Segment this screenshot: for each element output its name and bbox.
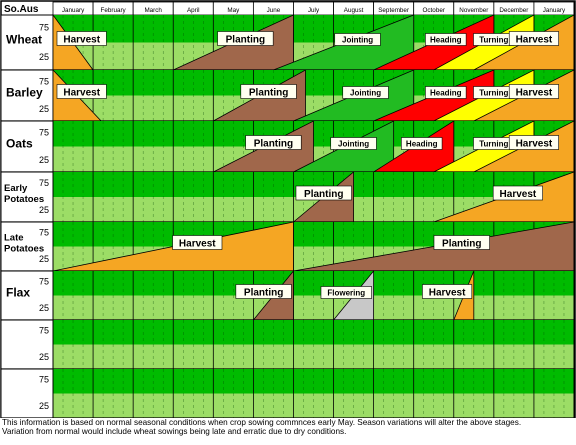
stage-label-box	[172, 235, 223, 250]
stage-label: Turning	[479, 140, 508, 149]
y-tick-label: 75	[39, 22, 49, 32]
y-tick-label: 75	[39, 127, 49, 137]
crop-name: Oats	[6, 137, 33, 151]
stage-label-box	[56, 31, 107, 46]
stage-label: Harvest	[516, 139, 553, 150]
y-tick-label: 25	[39, 52, 49, 62]
month-label: March	[144, 7, 162, 14]
stage-label-box	[330, 137, 377, 150]
stage-label: Harvest	[500, 189, 537, 200]
y-tick-label: 75	[39, 326, 49, 336]
stage-label-box	[320, 286, 372, 299]
y-tick-label: 25	[39, 352, 49, 362]
crop-name: Late	[4, 233, 24, 244]
stage-label: Planting	[244, 288, 283, 299]
stage-label: Harvest	[63, 35, 100, 46]
stage-label: Planting	[442, 239, 481, 250]
stage-label: Flowering	[327, 289, 365, 298]
stage-label-box	[425, 33, 467, 46]
stage-label: Heading	[430, 36, 462, 45]
stage-label-box	[295, 185, 352, 201]
y-tick-label: 25	[39, 205, 49, 215]
stage-label-box	[56, 84, 107, 99]
stage-label: Heading	[406, 140, 438, 149]
stage-label-box	[235, 284, 292, 299]
month-label: August	[344, 7, 364, 14]
stage-label: Turning	[479, 89, 508, 98]
y-tick-label: 75	[39, 375, 49, 385]
y-tick-label: 25	[39, 401, 49, 411]
row-label-cell	[0, 270, 54, 321]
stage-label-box	[425, 86, 467, 99]
stage-label: Harvest	[516, 88, 553, 99]
stage-label-box	[508, 31, 559, 46]
crop-stage-chart: So.Aus January February March April May June Ju…	[0, 0, 576, 418]
stage-label-box	[422, 284, 473, 299]
stage-label-box	[240, 84, 297, 99]
stage-label: Harvest	[179, 239, 216, 250]
row-label-cell	[0, 368, 54, 418]
y-tick-label: 25	[39, 254, 49, 264]
stage-label: Harvest	[63, 88, 100, 99]
month-label: September	[378, 7, 409, 14]
region-label: So.Aus	[4, 4, 39, 15]
month-label: February	[101, 7, 127, 14]
stage-label-box	[217, 31, 274, 46]
stage-label: Turning	[479, 36, 508, 45]
crop-name: Potatoes	[4, 194, 44, 205]
month-label: July	[308, 7, 320, 14]
row-label-cell	[0, 14, 54, 71]
month-label: May	[227, 7, 240, 14]
y-tick-label: 75	[39, 178, 49, 188]
month-label: January	[543, 7, 566, 14]
crop-name: Wheat	[6, 33, 42, 47]
stage-label-box	[433, 235, 490, 250]
stage-label: Jointing	[342, 36, 373, 45]
stage-label: Harvest	[516, 35, 553, 46]
stage-label-box	[508, 84, 559, 99]
crop-name: Potatoes	[4, 244, 44, 255]
footnote-line-2: Variation from normal would include whea…	[2, 427, 347, 436]
stage-label: Planting	[304, 189, 343, 200]
stage-label: Heading	[430, 89, 462, 98]
month-label: December	[499, 7, 528, 14]
y-tick-label: 75	[39, 277, 49, 287]
stage-label-box	[492, 185, 543, 201]
month-label: January	[62, 7, 85, 14]
stage-label: Harvest	[429, 288, 466, 299]
month-label: October	[423, 7, 445, 14]
y-tick-label: 25	[39, 155, 49, 165]
stage-label: Planting	[226, 35, 265, 46]
stage-label: Planting	[254, 139, 293, 150]
stage-label: Planting	[249, 88, 288, 99]
crop-name: Barley	[6, 86, 43, 100]
stage-label: Jointing	[350, 89, 381, 98]
stage-label-box	[508, 135, 559, 150]
crop-name: Flax	[6, 285, 30, 299]
y-tick-label: 25	[39, 303, 49, 313]
month-label: June	[267, 7, 281, 14]
y-tick-label: 25	[39, 104, 49, 114]
y-tick-label: 75	[39, 76, 49, 86]
month-label: November	[459, 7, 488, 14]
y-tick-label: 75	[39, 228, 49, 238]
stage-label-box	[342, 86, 389, 99]
footnote-line-1: This information is based on normal seas…	[2, 418, 522, 427]
crop-name: Early	[4, 183, 28, 194]
footnote: This information is based on normal seas…	[2, 418, 574, 436]
stage-label-box	[334, 33, 381, 46]
row-label-cell	[0, 319, 54, 370]
row-label-cell	[0, 171, 54, 223]
stage-label-box	[401, 137, 443, 150]
month-label: April	[187, 7, 200, 14]
row-label-cell	[0, 120, 54, 173]
stage-label: Jointing	[338, 140, 369, 149]
stage-label-box	[245, 135, 302, 150]
